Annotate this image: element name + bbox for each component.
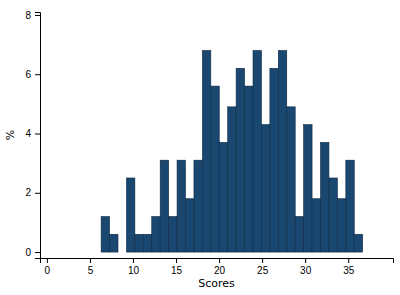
bar: [329, 178, 337, 252]
chart: 0 5 10 15 20 25 30 35 0 2 4 6 8 Scores%: [0, 0, 400, 295]
y-tick-mark: [35, 15, 40, 16]
bar: [245, 86, 253, 252]
x-tick-mark: [305, 258, 306, 263]
bar: [118, 252, 126, 253]
x-tick-label: 20: [214, 265, 226, 276]
bar: [337, 199, 345, 252]
bar: [295, 217, 303, 253]
y-axis-line: [35, 13, 41, 259]
bar: [270, 68, 278, 252]
bar: [202, 51, 210, 253]
bar: [135, 234, 143, 252]
bar: [101, 217, 109, 253]
bar: [354, 234, 362, 252]
y-tick-label: 0: [25, 247, 31, 258]
x-axis: 0 5 10 15 20 25 30 35: [41, 258, 394, 276]
x-tick: 15: [171, 258, 183, 276]
y-tick-mark: [35, 74, 40, 75]
bar: [177, 160, 185, 252]
x-tick: 25: [257, 258, 269, 276]
y-tick-label: 6: [25, 69, 31, 80]
x-tick-label: 35: [343, 265, 355, 276]
x-tick-mark: [262, 258, 263, 263]
bar: [219, 142, 227, 252]
x-tick-mark: [47, 258, 48, 263]
x-tick-mark: [219, 258, 220, 263]
x-tick-label: 5: [88, 265, 94, 276]
y-axis-title: %: [4, 130, 17, 140]
y-tick: 6: [25, 69, 40, 80]
bar: [321, 142, 329, 252]
bar: [287, 107, 295, 252]
x-tick: 10: [128, 258, 140, 276]
y-tick-label: 8: [25, 10, 31, 21]
x-tick-label: 15: [171, 265, 183, 276]
x-tick-mark: [90, 258, 91, 263]
y-axis: 0 2 4 6 8: [25, 10, 40, 259]
x-axis-title: Scores: [198, 277, 235, 290]
y-tick: 4: [25, 128, 40, 139]
x-tick-mark: [133, 258, 134, 263]
y-tick-label: 4: [25, 128, 31, 139]
bar: [152, 217, 160, 253]
y-tick: 0: [25, 247, 40, 258]
x-tick: 0: [45, 258, 51, 276]
y-tick-label: 2: [25, 187, 31, 198]
x-tick-label: 25: [257, 265, 269, 276]
plot: 0 5 10 15 20 25 30 35 0 2 4 6 8: [25, 10, 393, 276]
bar: [228, 107, 236, 252]
bar: [194, 160, 202, 252]
y-tick: 2: [25, 187, 40, 198]
x-tick-label: 30: [300, 265, 312, 276]
bar: [346, 160, 354, 252]
x-tick: 20: [214, 258, 226, 276]
bar: [304, 125, 312, 252]
bar: [160, 160, 168, 252]
y-tick-mark: [35, 134, 40, 135]
x-axis-line: [41, 259, 394, 264]
y-tick-mark: [35, 193, 40, 194]
bar: [143, 234, 151, 252]
bar: [253, 51, 261, 253]
x-tick-mark: [176, 258, 177, 263]
bar: [236, 68, 244, 252]
bar: [126, 178, 134, 252]
x-tick-label: 0: [45, 265, 51, 276]
bar: [261, 125, 269, 252]
bars: [101, 51, 363, 253]
x-tick: 35: [343, 258, 355, 276]
bar: [312, 199, 320, 252]
x-tick: 5: [88, 258, 94, 276]
y-tick: 8: [25, 10, 40, 21]
x-tick: 30: [300, 258, 312, 276]
bar: [278, 51, 286, 253]
y-tick-mark: [35, 252, 40, 253]
bar: [169, 217, 177, 253]
bar: [186, 199, 194, 252]
x-tick-label: 10: [128, 265, 140, 276]
bar: [110, 234, 118, 252]
bar: [211, 86, 219, 252]
x-tick-mark: [348, 258, 349, 263]
